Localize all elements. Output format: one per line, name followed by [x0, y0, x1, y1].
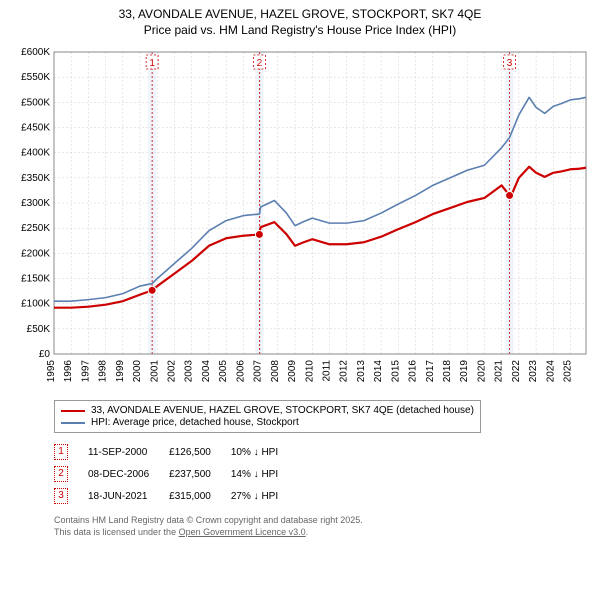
legend-swatch [61, 410, 85, 412]
sale-row: 2 08-DEC-2006£237,50014% ↓ HPI [54, 463, 298, 485]
sale-date: 11-SEP-2000 [88, 441, 169, 463]
legend: 33, AVONDALE AVENUE, HAZEL GROVE, STOCKP… [54, 400, 481, 433]
svg-text:2018: 2018 [442, 360, 453, 383]
svg-text:2000: 2000 [132, 360, 143, 383]
svg-text:£550K: £550K [21, 73, 50, 84]
marker-number-box: 3 [54, 488, 68, 504]
sale-price: £237,500 [169, 463, 231, 485]
svg-text:2003: 2003 [184, 360, 195, 383]
svg-text:2005: 2005 [218, 360, 229, 383]
svg-text:1997: 1997 [80, 360, 91, 383]
sales-table: 1 11-SEP-2000£126,50010% ↓ HPI 2 08-DEC-200… [54, 441, 298, 507]
price-chart: 1 2 3 £0 £50K £100K £150K £200K £250K £300K £350K £… [6, 44, 594, 394]
svg-text:2017: 2017 [425, 360, 436, 383]
legend-label: HPI: Average price, detached house, Stoc… [91, 417, 299, 428]
svg-text:3: 3 [507, 58, 513, 69]
footer-line-2: This data is licensed under the Open Gov… [54, 527, 594, 539]
sale-delta: 10% ↓ HPI [231, 441, 298, 463]
svg-text:2025: 2025 [563, 360, 574, 383]
svg-text:2008: 2008 [270, 360, 281, 383]
svg-text:£0: £0 [39, 349, 51, 360]
legend-row: 33, AVONDALE AVENUE, HAZEL GROVE, STOCKP… [61, 405, 474, 416]
svg-text:2004: 2004 [201, 360, 212, 383]
svg-text:2020: 2020 [476, 360, 487, 383]
svg-text:£300K: £300K [21, 198, 50, 209]
sale-price: £315,000 [169, 485, 231, 507]
svg-text:1995: 1995 [46, 360, 57, 383]
svg-text:2: 2 [257, 58, 263, 69]
chart-container: 1 2 3 £0 £50K £100K £150K £200K £250K £300K £350K £… [6, 44, 594, 394]
svg-text:2013: 2013 [356, 360, 367, 383]
legend-label: 33, AVONDALE AVENUE, HAZEL GROVE, STOCKP… [91, 405, 474, 416]
sale-delta: 27% ↓ HPI [231, 485, 298, 507]
svg-text:2014: 2014 [373, 360, 384, 383]
svg-text:£500K: £500K [21, 98, 50, 109]
svg-text:£200K: £200K [21, 249, 50, 260]
svg-text:1999: 1999 [115, 360, 126, 383]
svg-text:£100K: £100K [21, 299, 50, 310]
sale-date: 18-JUN-2021 [88, 485, 169, 507]
svg-text:2023: 2023 [528, 360, 539, 383]
svg-text:2002: 2002 [167, 360, 178, 383]
ogl-link[interactable]: Open Government Licence v3.0 [179, 527, 306, 537]
svg-text:1: 1 [149, 58, 155, 69]
sale-delta: 14% ↓ HPI [231, 463, 298, 485]
svg-text:2011: 2011 [321, 360, 332, 382]
svg-text:£250K: £250K [21, 224, 50, 235]
svg-text:2001: 2001 [149, 360, 160, 383]
sale-price: £126,500 [169, 441, 231, 463]
title-line-1: 33, AVONDALE AVENUE, HAZEL GROVE, STOCKP… [6, 6, 594, 22]
svg-text:2012: 2012 [339, 360, 350, 383]
sale-row: 1 11-SEP-2000£126,50010% ↓ HPI [54, 441, 298, 463]
title-line-2: Price paid vs. HM Land Registry's House … [6, 22, 594, 38]
footer-line-1: Contains HM Land Registry data © Crown c… [54, 515, 594, 527]
svg-text:2021: 2021 [494, 360, 505, 383]
svg-text:2006: 2006 [235, 360, 246, 383]
footer-attribution: Contains HM Land Registry data © Crown c… [54, 515, 594, 538]
svg-text:2019: 2019 [459, 360, 470, 383]
svg-text:2022: 2022 [511, 360, 522, 383]
chart-title-block: 33, AVONDALE AVENUE, HAZEL GROVE, STOCKP… [6, 6, 594, 38]
sale-date: 08-DEC-2006 [88, 463, 169, 485]
marker-number-box: 1 [54, 444, 68, 460]
svg-text:£150K: £150K [21, 274, 50, 285]
legend-swatch [61, 422, 85, 424]
sale-row: 3 18-JUN-2021£315,00027% ↓ HPI [54, 485, 298, 507]
legend-row: HPI: Average price, detached house, Stoc… [61, 417, 474, 428]
svg-text:2007: 2007 [253, 360, 264, 383]
svg-text:2024: 2024 [545, 360, 556, 383]
svg-text:2015: 2015 [390, 360, 401, 383]
svg-text:£400K: £400K [21, 148, 50, 159]
svg-text:1996: 1996 [63, 360, 74, 383]
svg-text:1998: 1998 [98, 360, 109, 383]
svg-text:£50K: £50K [27, 324, 51, 335]
svg-text:£450K: £450K [21, 123, 50, 134]
svg-text:2016: 2016 [408, 360, 419, 383]
svg-text:£350K: £350K [21, 173, 50, 184]
svg-text:£600K: £600K [21, 47, 50, 58]
svg-text:2009: 2009 [287, 360, 298, 383]
svg-text:2010: 2010 [304, 360, 315, 383]
marker-number-box: 2 [54, 466, 68, 482]
